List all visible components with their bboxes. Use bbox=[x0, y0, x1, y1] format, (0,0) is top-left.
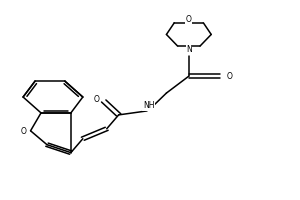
Text: O: O bbox=[186, 15, 192, 24]
Text: O: O bbox=[226, 72, 232, 81]
Text: O: O bbox=[93, 95, 99, 104]
Text: O: O bbox=[20, 127, 26, 136]
Text: NH: NH bbox=[143, 101, 154, 110]
Text: N: N bbox=[186, 45, 192, 54]
